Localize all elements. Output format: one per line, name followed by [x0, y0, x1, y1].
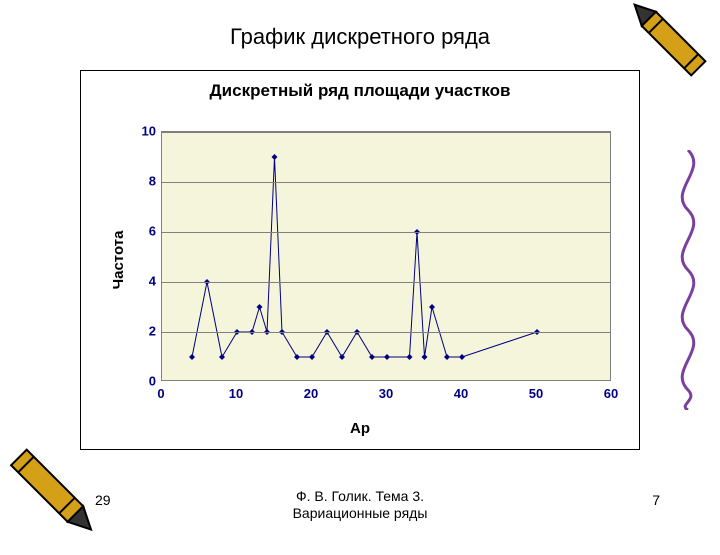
data-marker: [189, 354, 195, 360]
data-marker: [309, 354, 315, 360]
footer-right: 7: [652, 492, 660, 508]
chart-container: Дискретный ряд площади участков Частота …: [80, 70, 640, 450]
x-tick: 30: [379, 386, 393, 401]
crayon-decoration-top: [610, 0, 720, 100]
footer-center-line2: Вариационные ряды: [293, 505, 428, 521]
y-tick: 8: [149, 174, 156, 189]
y-tick: 4: [149, 274, 156, 289]
y-tick: 2: [149, 324, 156, 339]
chart-svg: [162, 132, 612, 382]
x-tick: 60: [604, 386, 618, 401]
data-marker: [429, 304, 435, 310]
y-tick: 0: [149, 374, 156, 389]
x-tick: 50: [529, 386, 543, 401]
chart-title: Дискретный ряд площади участков: [81, 81, 639, 101]
x-tick: 0: [157, 386, 164, 401]
data-marker: [444, 354, 450, 360]
gridline: [162, 282, 610, 283]
gridline: [162, 332, 610, 333]
chart-line: [192, 157, 537, 357]
data-marker: [369, 354, 375, 360]
data-marker: [272, 154, 278, 160]
crayon-decoration-bottom: [0, 425, 115, 555]
data-marker: [339, 354, 345, 360]
footer-center-line1: Ф. В. Голик. Тема 3.: [296, 488, 424, 504]
y-tick: 10: [142, 124, 156, 139]
data-marker: [257, 304, 263, 310]
gridline: [162, 182, 610, 183]
data-marker: [459, 354, 465, 360]
x-tick: 40: [454, 386, 468, 401]
gridline: [162, 132, 610, 133]
x-axis-label: Ар: [81, 420, 639, 437]
x-tick: 20: [304, 386, 318, 401]
data-marker: [219, 354, 225, 360]
y-axis-label: Частота: [110, 231, 127, 290]
data-marker: [407, 354, 413, 360]
squiggle-decoration: [668, 150, 708, 410]
data-marker: [294, 354, 300, 360]
data-marker: [422, 354, 428, 360]
gridline: [162, 232, 610, 233]
data-marker: [384, 354, 390, 360]
x-tick: 10: [229, 386, 243, 401]
y-tick: 6: [149, 224, 156, 239]
plot-area: [161, 131, 611, 381]
